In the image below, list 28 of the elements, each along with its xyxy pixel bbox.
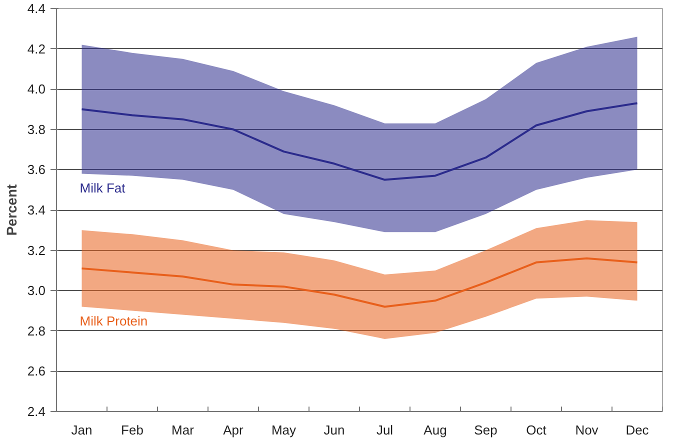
x-tick-label: Dec (626, 422, 650, 438)
x-tick-label: Jun (324, 422, 345, 438)
x-tick-label: Apr (223, 422, 244, 438)
x-tick-label: Oct (526, 422, 547, 438)
y-tick-label: 3.8 (27, 122, 46, 137)
y-axis-title: Percent (3, 184, 20, 236)
x-tick-label: Nov (575, 422, 599, 438)
y-tick-label: 3.0 (27, 283, 46, 298)
line-series (80, 257, 638, 308)
x-tick-label: Feb (121, 422, 144, 438)
y-tick-label: 3.4 (27, 202, 46, 218)
x-tick-label: May (271, 422, 297, 438)
y-tick-label: 4.0 (27, 82, 46, 97)
x-tick-label: Jul (376, 422, 394, 438)
y-tick-label: 2.4 (27, 404, 46, 419)
y-tick-label: 4.2 (27, 41, 46, 56)
y-tick-label: 2.6 (27, 364, 46, 379)
text: Milk Fat (80, 180, 126, 196)
text: Milk Protein (80, 314, 148, 329)
x-tick-label: Aug (424, 422, 447, 438)
x-tick-label: Sep (474, 422, 498, 438)
line-series (80, 102, 638, 181)
y-tick-label: 2.8 (27, 323, 46, 338)
y-tick-label: 3.2 (27, 242, 46, 258)
y-tick-label: 4.4 (27, 1, 46, 16)
y-tick-label: 3.6 (27, 162, 46, 178)
x-tick-label: Mar (172, 422, 195, 438)
x-tick-label: Jan (71, 422, 92, 438)
